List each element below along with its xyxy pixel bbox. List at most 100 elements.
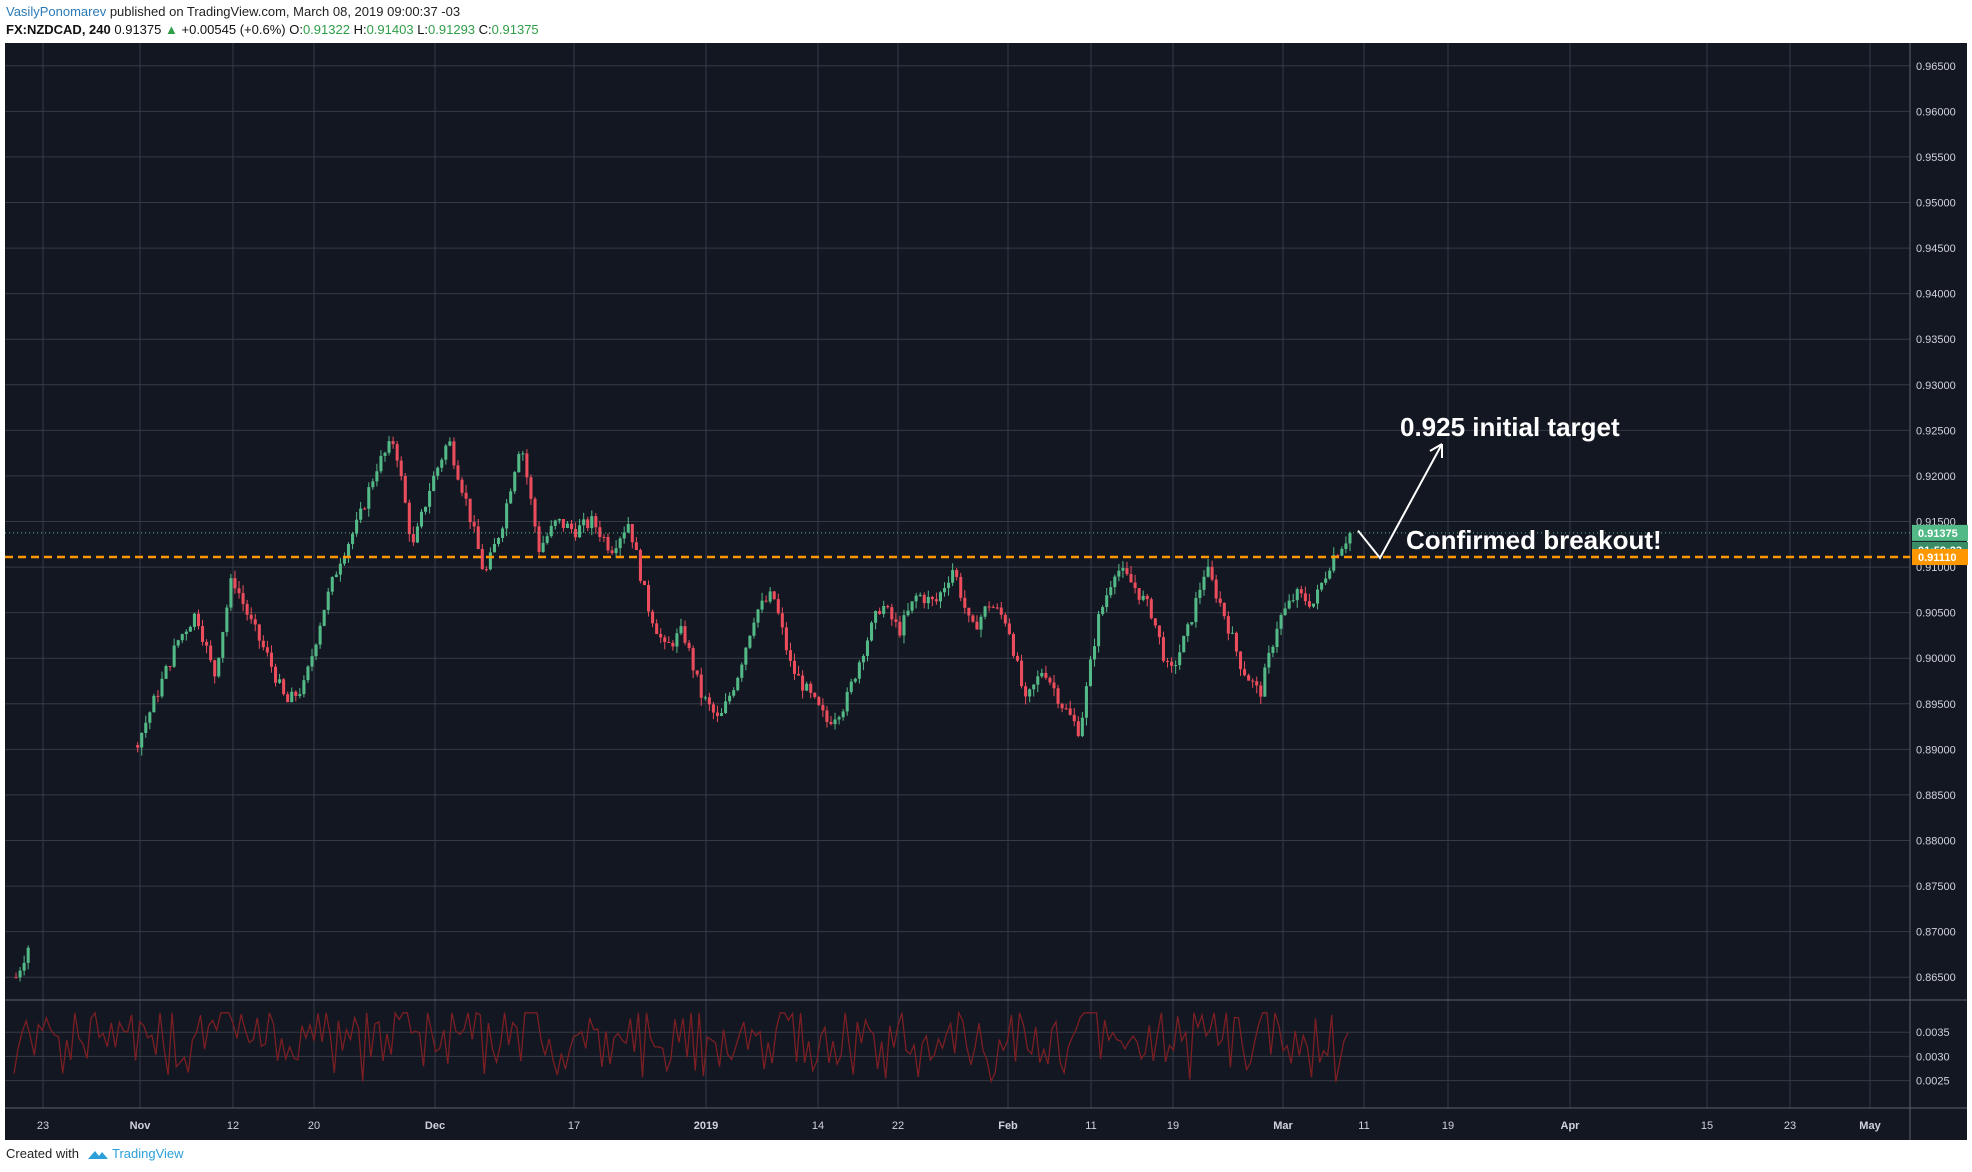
candle-body: [1238, 651, 1243, 670]
candle-body: [1263, 667, 1267, 697]
candle-body: [1202, 576, 1206, 590]
candle-body: [1060, 703, 1064, 709]
candle-body: [1157, 625, 1161, 638]
candle-body: [675, 633, 679, 647]
candle-body: [1137, 588, 1141, 600]
candle-body: [772, 591, 776, 600]
candle-body: [513, 472, 517, 492]
author-link[interactable]: VasilyPonomarev: [6, 4, 107, 19]
candle-body: [164, 666, 168, 679]
grid-lines: [5, 43, 1910, 1108]
candle-body: [578, 525, 582, 538]
candle-body: [1097, 614, 1101, 647]
candle-body: [411, 534, 415, 543]
candle-body: [1007, 623, 1011, 635]
candle-body: [614, 548, 618, 554]
candle-body: [805, 683, 809, 691]
candle-body: [509, 491, 513, 504]
candle-body: [273, 666, 278, 683]
candle-body: [217, 657, 221, 677]
candle-body: [1084, 686, 1088, 718]
candle-body: [294, 691, 298, 696]
candle-body: [557, 519, 561, 521]
candle-body: [22, 962, 26, 971]
candle-body: [853, 678, 857, 682]
candle-body: [196, 613, 201, 627]
candle-body: [338, 563, 342, 575]
candle-body: [541, 542, 545, 552]
candle-body: [926, 596, 930, 604]
candle-body: [914, 595, 918, 602]
candle-body: [367, 487, 371, 509]
up-arrow-icon: ▲: [165, 22, 178, 37]
candle-body: [817, 697, 821, 705]
time-tick-label: 2019: [694, 1120, 718, 1132]
time-tick-label: Apr: [1561, 1120, 1581, 1132]
candle-body: [448, 441, 452, 446]
candle-body: [310, 656, 314, 667]
price-tick-label: 0.88000: [1916, 836, 1956, 848]
candle-body: [1024, 686, 1028, 697]
candle-body: [898, 621, 902, 636]
tradingview-link[interactable]: TradingView: [112, 1146, 184, 1161]
candle-body: [1303, 593, 1307, 602]
candle-body: [342, 556, 346, 564]
candle-body: [630, 524, 634, 543]
candle-body: [683, 626, 687, 643]
candle-body: [695, 670, 699, 675]
candle-body: [265, 647, 269, 653]
candle-body: [732, 690, 736, 696]
candle-body: [476, 526, 480, 550]
candle-body: [278, 679, 282, 683]
indicator-line: [13, 1010, 1349, 1084]
level-price-tag: [1912, 549, 1968, 566]
time-tick-label: 23: [1784, 1120, 1796, 1132]
candle-body: [1113, 576, 1117, 588]
candle-body: [249, 614, 253, 620]
price-tick-label: 0.95000: [1916, 198, 1956, 210]
candle-body: [833, 719, 837, 725]
candle-body: [306, 666, 310, 681]
candle-body: [768, 591, 772, 602]
candle-body: [825, 710, 829, 723]
candle-body: [472, 522, 476, 527]
candle-body: [229, 578, 233, 608]
candle-body: [659, 633, 663, 638]
candle-body: [496, 538, 501, 544]
candle-body: [505, 503, 509, 529]
candle-body: [1332, 555, 1336, 571]
candle-body: [480, 549, 484, 570]
candle-body: [594, 516, 598, 528]
candle-body: [1170, 661, 1174, 666]
close-value: 0.91375: [491, 22, 539, 37]
candle-body: [776, 599, 780, 614]
candle-body: [1194, 598, 1198, 623]
candle-body: [407, 502, 411, 535]
candle-body: [1076, 721, 1080, 737]
candle-body: [574, 528, 578, 538]
candle-body: [221, 632, 225, 658]
candle-body: [326, 591, 330, 610]
candle-body: [991, 607, 995, 609]
close-label: C:: [478, 22, 492, 37]
time-tick-label: 19: [1442, 1120, 1454, 1132]
open-value: 0.91322: [302, 22, 350, 37]
price-tick-label: 0.90500: [1916, 608, 1956, 620]
candle-body: [999, 607, 1003, 615]
candle-body: [715, 712, 719, 716]
candle-body: [525, 453, 529, 478]
symbol-name: FX:NZDCAD, 240: [6, 22, 111, 37]
candle-body: [651, 611, 655, 624]
candle-body: [987, 606, 991, 608]
candle-body: [205, 641, 209, 646]
candle-body: [764, 600, 768, 602]
candle-body: [1101, 607, 1105, 615]
candle-body: [561, 519, 565, 528]
candle-body: [983, 606, 987, 617]
candle-body: [1141, 595, 1145, 600]
candle-body: [1340, 548, 1344, 556]
candle-body: [1068, 708, 1072, 715]
candle-body: [1226, 616, 1230, 634]
price-tick-label: 0.91000: [1916, 562, 1956, 574]
